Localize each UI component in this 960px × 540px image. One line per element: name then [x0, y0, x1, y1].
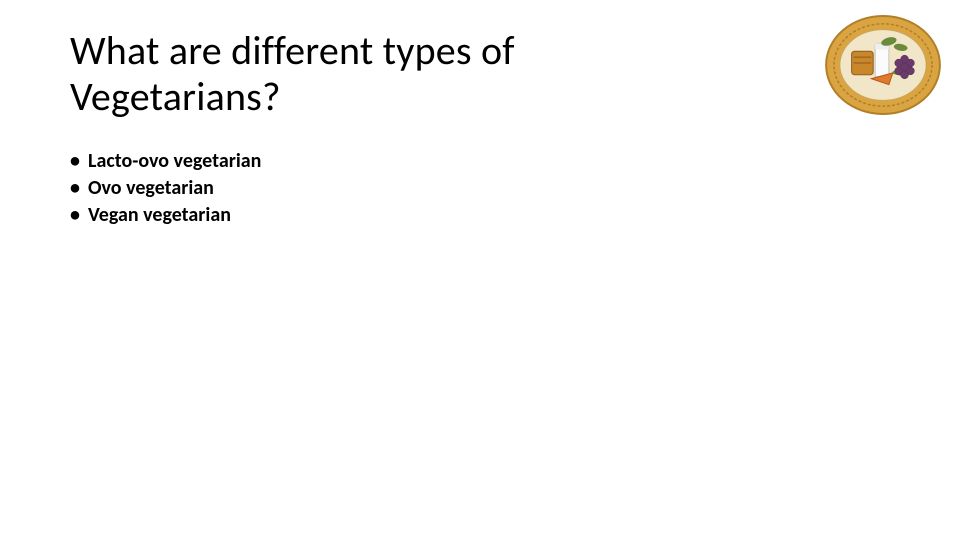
- bullet-list: Lacto-ovo vegetarian Ovo vegetarian Vega…: [70, 148, 890, 229]
- cooking-merit-badge-icon: [824, 14, 942, 116]
- bullet-item: Ovo vegetarian: [70, 175, 890, 202]
- slide-title: What are different types of Vegetarians?: [70, 28, 590, 120]
- bullet-item: Lacto-ovo vegetarian: [70, 148, 890, 175]
- presentation-slide: What are different types of Vegetarians?…: [0, 0, 960, 540]
- bullet-item: Vegan vegetarian: [70, 202, 890, 229]
